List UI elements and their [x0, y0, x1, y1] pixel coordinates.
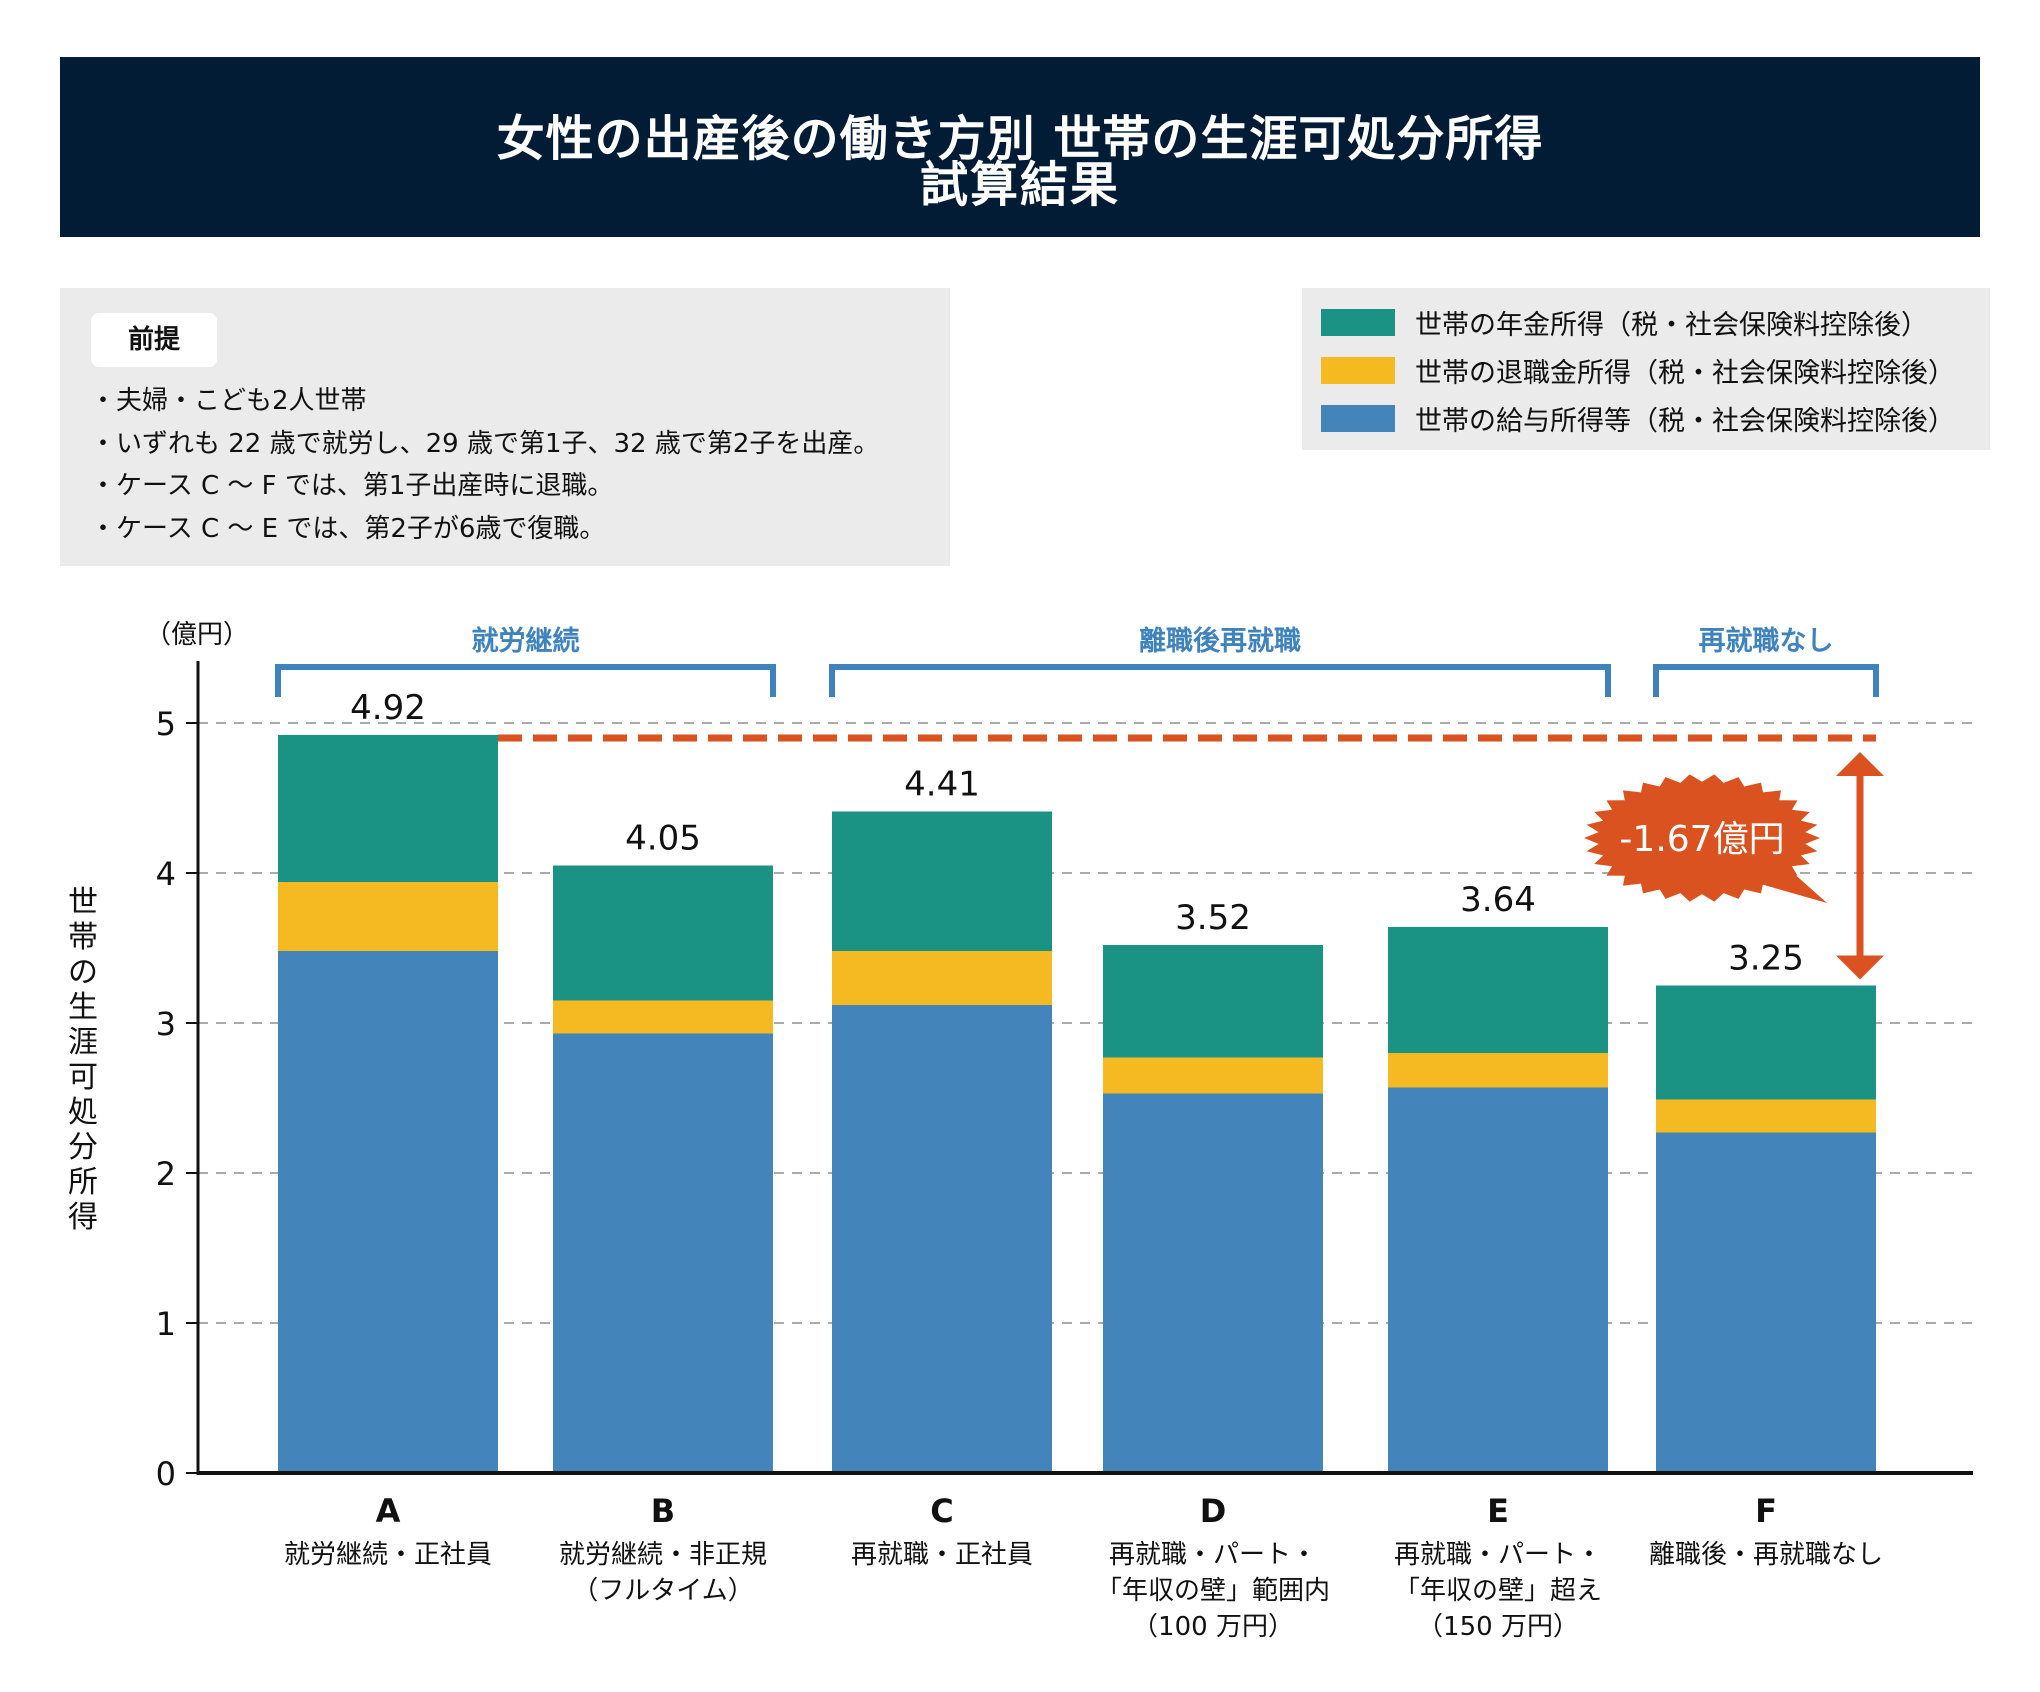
y-axis-label-char: 可 — [68, 1060, 98, 1095]
legend-item-salary: 世帯の給与所得等（税・社会保険料控除後） — [1321, 403, 1955, 437]
y-axis-label-char: 帯 — [68, 920, 98, 955]
callout-burst — [1584, 774, 1820, 902]
premise-item: ・夫婦・こども2人世帯 — [90, 386, 367, 416]
bar-segment-salary — [1103, 1093, 1323, 1473]
callout-label: -1.67億円 — [1619, 819, 1784, 860]
category-letter: C — [930, 1492, 953, 1530]
y-axis-label-char: 得 — [68, 1200, 98, 1235]
legend-label: 世帯の年金所得（税・社会保険料控除後） — [1415, 309, 1928, 341]
chart-title-line2: 試算結果 — [919, 157, 1120, 213]
bar-segment-retirement — [553, 1000, 773, 1034]
bar-segment-retirement — [1656, 1099, 1876, 1133]
legend: 世帯の年金所得（税・社会保険料控除後） 世帯の退職金所得（税・社会保険料控除後）… — [1302, 288, 1990, 450]
bar-segment-pension — [553, 865, 773, 1001]
y-tick-label: 1 — [156, 1305, 176, 1343]
bar-segment-salary — [832, 1005, 1052, 1473]
title-bar: 女性の出産後の働き方別 世帯の生涯可処分所得 試算結果 — [60, 57, 1980, 237]
total-value-label: 3.25 — [1728, 939, 1804, 979]
legend-item-pension: 世帯の年金所得（税・社会保険料控除後） — [1321, 307, 1928, 341]
category-description: 就労継続・非正規 — [559, 1540, 767, 1570]
total-value-label: 4.05 — [625, 819, 701, 859]
bar-segment-retirement — [1103, 1057, 1323, 1094]
legend-item-retirement: 世帯の退職金所得（税・社会保険料控除後） — [1321, 355, 1955, 389]
group-bracket — [829, 664, 1611, 697]
legend-label: 世帯の退職金所得（税・社会保険料控除後） — [1415, 357, 1955, 389]
bar-segment-pension — [278, 735, 498, 882]
bar-segment-retirement — [278, 882, 498, 951]
total-value-label: 3.52 — [1175, 898, 1251, 938]
bar-segment-retirement — [1388, 1053, 1608, 1088]
callout-tail — [1757, 863, 1827, 903]
category-description: （150 万円） — [1417, 1612, 1579, 1642]
legend-swatch-salary — [1321, 404, 1395, 432]
bar-segment-salary — [1656, 1132, 1876, 1473]
y-axis-label-char: 世 — [68, 885, 98, 920]
y-axis-label-char: 分 — [68, 1130, 98, 1165]
bar-segment-salary — [553, 1033, 773, 1473]
category-description: 「年収の壁」超え — [1394, 1576, 1602, 1606]
arrow-head-down-icon — [1836, 955, 1884, 980]
bar-segment-pension — [1656, 985, 1876, 1100]
chart-title-line1: 女性の出産後の働き方別 世帯の生涯可処分所得 — [496, 111, 1544, 167]
premise-list: ・夫婦・こども2人世帯 ・いずれも 22 歳で就労し、29 歳で第1子、32 歳… — [90, 380, 879, 550]
y-tick-label: 3 — [156, 1005, 176, 1043]
category-letter: F — [1755, 1492, 1777, 1530]
y-tick-label: 5 — [156, 705, 176, 743]
y-axis-label-char: 生 — [68, 990, 98, 1025]
legend-label: 世帯の給与所得等（税・社会保険料控除後） — [1415, 405, 1955, 437]
group-label: 離職後再就職 — [1139, 625, 1301, 657]
premise-item: ・ケース C ～ F では、第1子出産時に退職。 — [90, 471, 614, 501]
bar-segment-pension — [1388, 927, 1608, 1053]
arrow-head-up-icon — [1836, 752, 1884, 776]
category-description: （100 万円） — [1132, 1612, 1294, 1642]
y-axis-label-char: の — [68, 955, 98, 990]
category-letter: B — [651, 1492, 675, 1530]
category-description: 「年収の壁」範囲内 — [1096, 1576, 1330, 1606]
y-tick-label: 0 — [156, 1455, 176, 1493]
category-description: 就労継続・正社員 — [284, 1540, 492, 1570]
legend-swatch-pension — [1321, 308, 1395, 336]
bar-segment-pension — [832, 811, 1052, 951]
total-value-label: 4.41 — [904, 765, 980, 805]
legend-swatch-retirement — [1321, 356, 1395, 384]
category-description: 再就職・パート・ — [1394, 1540, 1602, 1570]
category-letter: D — [1200, 1492, 1227, 1530]
y-tick-label: 2 — [156, 1155, 176, 1193]
y-tick-label: 4 — [156, 855, 176, 893]
y-axis-label-char: 処 — [68, 1095, 98, 1130]
y-axis-label-char: 涯 — [68, 1025, 98, 1060]
category-description: 再就職・正社員 — [851, 1540, 1033, 1570]
premise-item: ・いずれも 22 歳で就労し、29 歳で第1子、32 歳で第2子を出産。 — [90, 428, 880, 459]
premise-tag: 前提 — [91, 313, 217, 367]
bar-segment-salary — [278, 951, 498, 1473]
category-letter: A — [376, 1492, 401, 1530]
total-value-label: 3.64 — [1460, 880, 1536, 920]
total-value-label: 4.92 — [350, 688, 426, 728]
group-bracket — [275, 664, 776, 697]
group-label: 再就職なし — [1699, 626, 1834, 657]
category-description: 離職後・再就職なし — [1649, 1540, 1883, 1570]
premise-item: ・ケース C ～ E では、第2子が6歳で復職。 — [90, 513, 606, 544]
bar-segment-salary — [1388, 1087, 1608, 1473]
category-description: （フルタイム） — [572, 1576, 753, 1606]
premise-box: 前提 ・夫婦・こども2人世帯 ・いずれも 22 歳で就労し、29 歳で第1子、3… — [60, 288, 950, 566]
category-letter: E — [1487, 1492, 1509, 1530]
category-description: 再就職・パート・ — [1109, 1540, 1317, 1570]
bar-segment-pension — [1103, 945, 1323, 1058]
bar-segment-retirement — [832, 951, 1052, 1005]
y-unit-label: （億円） — [145, 620, 249, 650]
group-bracket — [1653, 664, 1879, 697]
y-axis-label-char: 所 — [68, 1165, 98, 1200]
group-label: 就労継続 — [472, 625, 580, 657]
